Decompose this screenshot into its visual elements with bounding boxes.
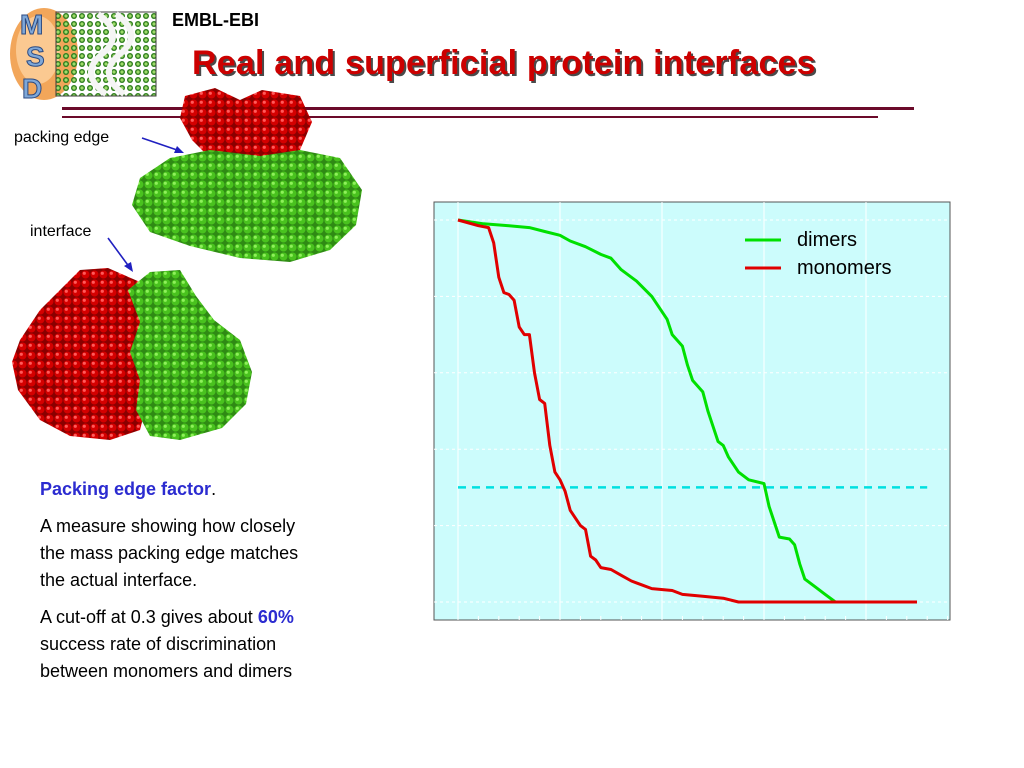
protein-figures [12,88,362,440]
monomers-legend-label: monomers [797,257,891,279]
title-rule-bottom [62,116,878,118]
x-axis-label: PDB entry [634,681,753,711]
y-tick-label: 1.0 [396,211,420,230]
axes: 0 20 40 60 80 0.0 0.2 0.4 0.6 0.8 1.0 [396,211,949,666]
x-tick-label: 80 [856,646,876,666]
y-axis-label: Packing Edge Factor [328,290,358,532]
logo-letter-m: M [20,9,43,40]
x-tick-label: 20 [550,646,570,666]
organization-label: EMBL-EBI [172,10,259,30]
logo-letter-s: S [26,41,45,72]
page-title: Real and superficial protein interfaces [192,44,816,82]
y-tick-label: 0.4 [396,440,420,459]
description-text: Packing edge factor. A measure showing h… [40,476,310,695]
x-tick-label: 0 [453,646,463,666]
plot-area [433,201,951,621]
packing-edge-chart: 0 20 40 60 80 0.0 0.2 0.4 0.6 0.8 1.0 dimers monome… [328,201,951,711]
x-tick-label: 60 [754,646,774,666]
packing-edge-arrow [141,137,181,152]
logo-letter-d: D [22,73,42,104]
dimers-line [457,218,837,604]
description-paragraph-1: A measure showing how closely the mass p… [40,516,299,590]
interface-arrow [107,237,131,269]
x-tick-label: 40 [652,646,672,666]
logo-graphic: M S D [10,8,157,105]
description-heading-line: Packing edge factor. [40,476,310,503]
monomers-line [457,218,917,604]
y-tick-label: 0.2 [396,517,420,536]
success-percentage: 60% [257,607,294,627]
description-heading: Packing edge factor [40,479,212,499]
y-tick-label: 0.8 [396,287,420,306]
gridlines [434,202,950,620]
dimers-legend-label: dimers [797,229,857,251]
title-rule-top [62,107,914,110]
y-tick-label: 0.6 [396,364,420,383]
msd-logo: M S D [6,4,164,105]
para2-end: success rate of discrimination between m… [40,634,293,681]
description-heading-suffix: . [211,479,217,499]
legend: dimers monomers [745,229,891,279]
description-paragraph-2: A cut-off at 0.3 gives about 60% success… [40,604,310,685]
interface-protein [12,268,252,440]
packing-edge-label: packing edge [14,129,110,146]
para2-start: A cut-off at 0.3 gives about [40,607,258,627]
series-lines [457,218,917,604]
packing-edge-protein [132,88,362,262]
interface-label: interface [30,223,92,240]
y-tick-label: 0.0 [396,593,420,612]
